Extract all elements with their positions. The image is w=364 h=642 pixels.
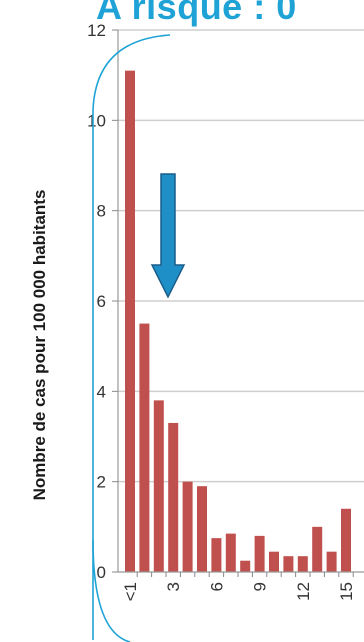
y-tick-label: 0 <box>97 563 106 582</box>
y-tick-label: 8 <box>97 202 106 221</box>
x-ticks: <1 3 6 9 12 15 <box>121 572 356 601</box>
y-tick-label: 4 <box>97 382 106 401</box>
highlight-frame-corner <box>92 539 131 642</box>
y-ticks: 0 2 4 6 8 10 12 <box>87 21 118 582</box>
bars <box>125 70 351 573</box>
bar <box>182 481 193 572</box>
bar <box>341 508 351 572</box>
bar <box>125 70 135 573</box>
x-tick-label: 9 <box>251 582 270 591</box>
bar <box>240 560 251 572</box>
highlight-frame <box>92 34 171 640</box>
bar <box>197 486 207 572</box>
bar <box>254 535 265 572</box>
bar <box>168 422 179 572</box>
bar <box>312 526 323 572</box>
chart-title: A risque : 0 <box>96 0 297 27</box>
bar <box>283 556 294 572</box>
y-tick-label: 12 <box>87 21 106 40</box>
bar <box>139 323 150 572</box>
x-tick-label: 3 <box>164 582 183 591</box>
x-tick-label: 12 <box>294 582 313 601</box>
y-tick-label: 6 <box>97 292 106 311</box>
bar <box>153 400 164 572</box>
bar <box>297 556 308 572</box>
y-tick-label: 10 <box>87 111 106 130</box>
x-tick-label: 15 <box>337 582 356 601</box>
y-tick-label: 2 <box>97 473 106 492</box>
x-tick-label: 6 <box>207 582 226 591</box>
bar <box>211 538 222 572</box>
bar <box>269 551 279 572</box>
bar <box>326 551 337 572</box>
down-arrow-icon <box>150 173 186 299</box>
bar <box>225 533 236 572</box>
x-tick-label: <1 <box>121 582 140 601</box>
annotations <box>92 34 186 642</box>
